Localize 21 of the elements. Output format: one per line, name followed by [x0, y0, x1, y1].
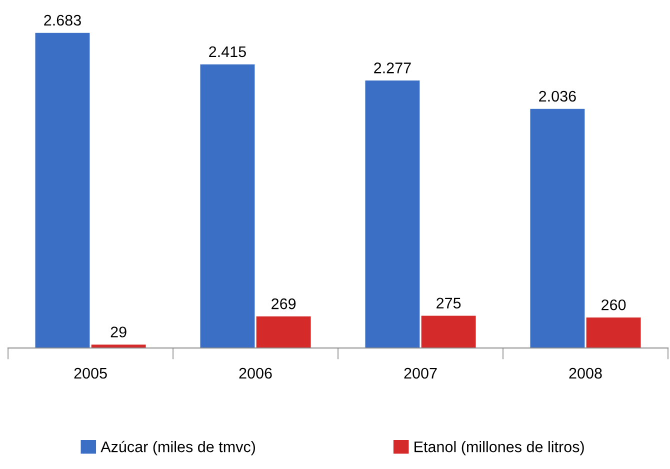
data-label: 2.277	[374, 62, 411, 74]
bar	[256, 316, 311, 348]
x-tick-label: 2007	[404, 368, 437, 379]
data-label: 2.415	[209, 46, 246, 58]
x-tick-label: 2005	[74, 368, 107, 379]
x-tick-label: 2008	[569, 368, 602, 379]
bar	[586, 317, 641, 348]
legend-label: Etanol (millones de litros)	[414, 441, 584, 456]
data-label: 269	[272, 298, 296, 310]
data-label: 2.036	[539, 90, 576, 102]
bar	[421, 316, 476, 348]
bar	[365, 80, 420, 348]
bar	[530, 108, 585, 348]
x-tick-label: 2006	[239, 368, 272, 379]
legend-label: Azúcar (miles de tmvc)	[100, 440, 256, 456]
data-label: 29	[110, 326, 126, 338]
data-label: 2.683	[44, 14, 81, 26]
data-label: 275	[436, 298, 461, 309]
data-label: 260	[602, 299, 626, 310]
bar	[200, 64, 255, 348]
bar	[35, 32, 90, 348]
